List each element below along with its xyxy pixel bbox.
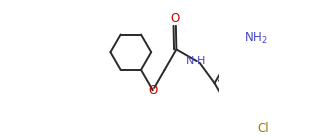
Text: N: N [186,56,194,66]
Text: O: O [148,84,157,97]
Text: NH$_2$: NH$_2$ [244,31,268,46]
Text: H: H [197,56,205,66]
Text: Cl: Cl [258,122,269,135]
Text: O: O [170,12,179,25]
